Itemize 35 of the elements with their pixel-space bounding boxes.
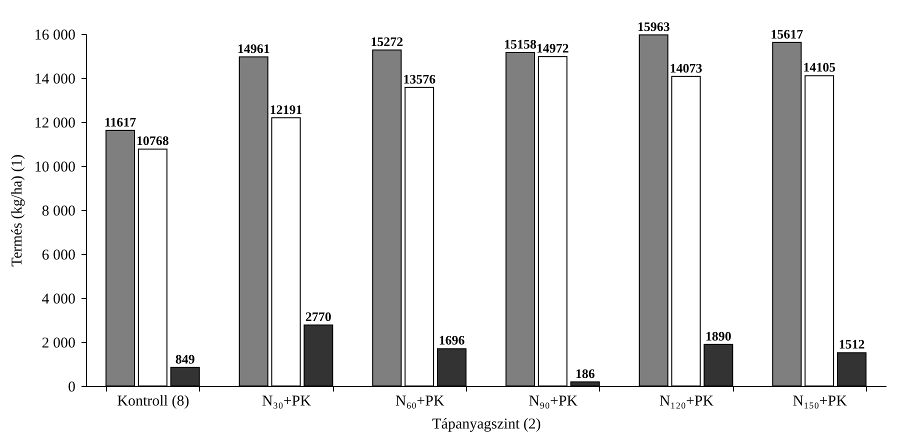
y-tick-label: 14 000 — [34, 72, 76, 88]
data-label: 15963 — [637, 18, 670, 34]
data-label: 14105 — [803, 60, 836, 75]
x-axis-title: Tápanyagszint (2) — [432, 416, 541, 432]
data-label: 14972 — [536, 40, 569, 56]
y-tick-label: 6 000 — [42, 248, 76, 264]
y-axis-title: Termés (kg/ha) (1) — [9, 154, 26, 267]
data-label: 14073 — [670, 60, 703, 76]
data-label: 14961 — [237, 40, 270, 56]
data-label: 15272 — [370, 34, 404, 50]
data-label: 1890 — [705, 328, 732, 344]
data-label: 10768 — [136, 133, 170, 148]
data-label: 2770 — [305, 309, 332, 324]
x-tick-label: N₁₅₀+PK — [792, 394, 848, 410]
x-tick-label: N₉₀+PK — [528, 394, 578, 410]
x-tick-label: N₁₂₀+PK — [659, 394, 714, 410]
x-tick-label: Kontroll (8) — [117, 394, 190, 410]
data-label: 15617 — [770, 26, 804, 42]
x-tick-label: N₆₀+PK — [395, 394, 444, 410]
data-label: 13576 — [403, 71, 436, 86]
data-label: 11617 — [104, 114, 137, 130]
y-tick-label: 0 — [68, 380, 76, 396]
data-label: 12191 — [270, 102, 302, 117]
data-label: 186 — [575, 366, 596, 381]
x-tick-label: N₃₀+PK — [262, 394, 312, 410]
y-tick-label: 4 000 — [42, 292, 76, 308]
data-label: 849 — [175, 351, 196, 366]
data-label: 15158 — [504, 36, 538, 52]
data-label: 1512 — [838, 336, 865, 352]
data-label: 1696 — [438, 332, 466, 348]
y-tick-label: 16 000 — [34, 28, 76, 44]
y-tick-label: 2 000 — [42, 336, 76, 352]
y-tick-label: 12 000 — [34, 116, 76, 132]
y-tick-label: 10 000 — [34, 160, 76, 176]
y-tick-label: 8 000 — [42, 204, 76, 220]
